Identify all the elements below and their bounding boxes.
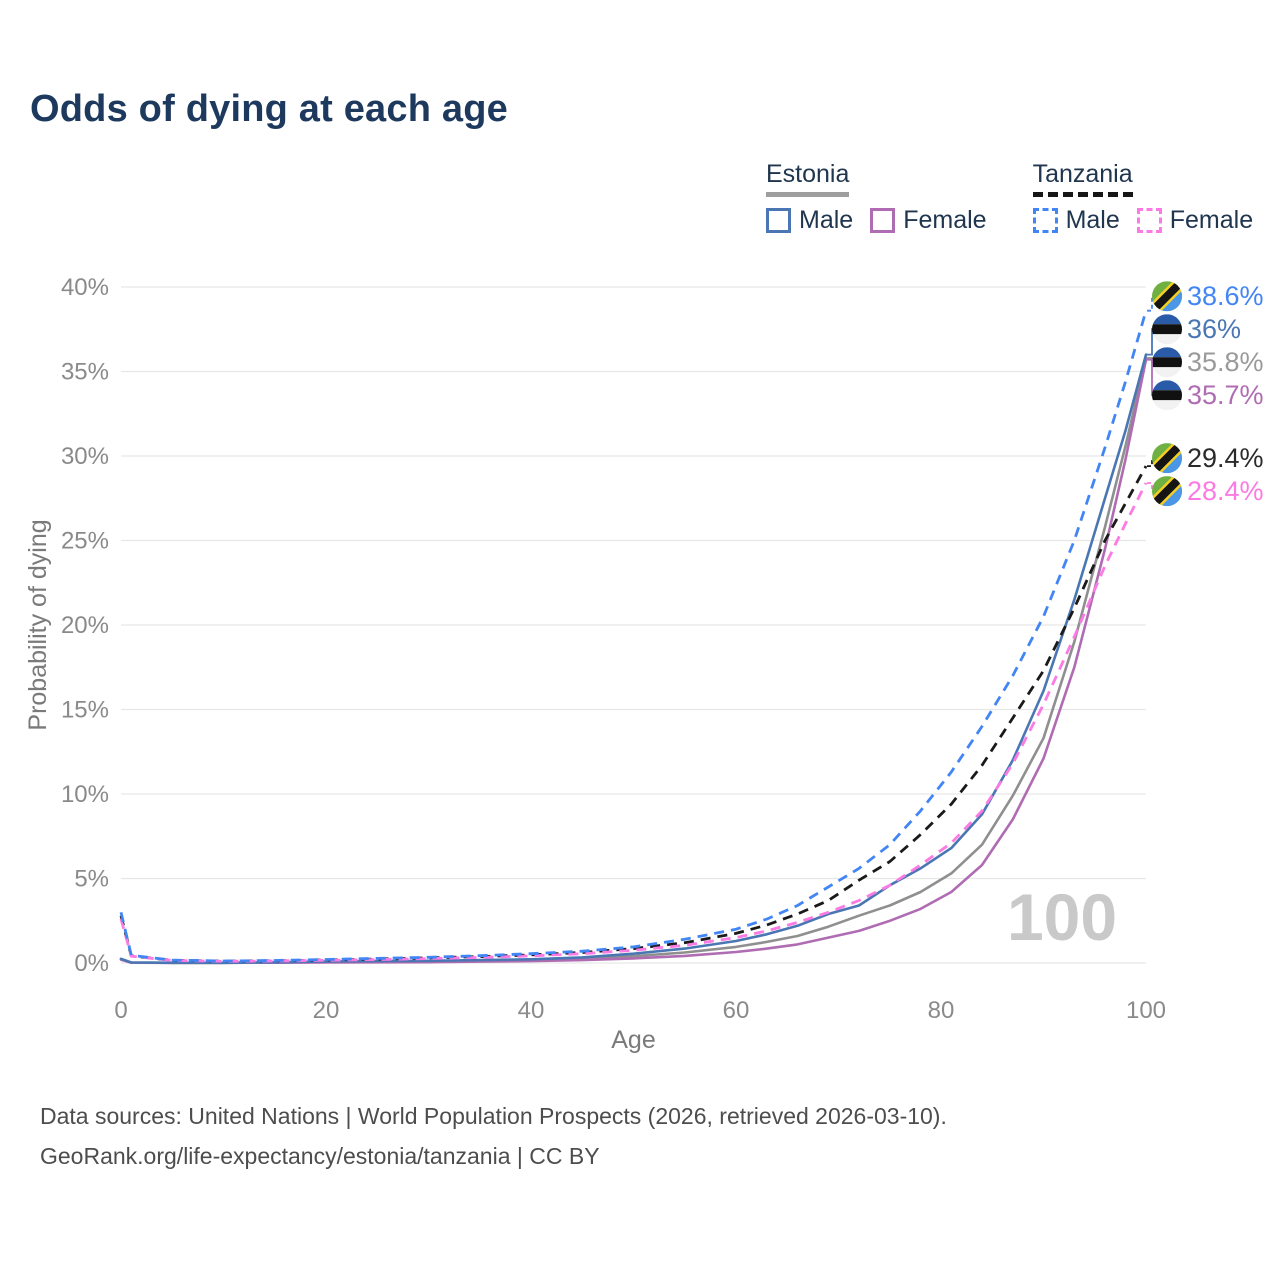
tanzania-flag-icon <box>1152 476 1182 507</box>
tanzania-flag-icon <box>1152 281 1182 312</box>
series-line-estonia-both-sexes[interactable] <box>119 356 1148 965</box>
footer: Data sources: United Nations | World Pop… <box>40 1096 947 1176</box>
end-labels: 38.6%36%35.8%35.7% 29.4%28.4% <box>1147 281 1264 507</box>
tanzania-flag-icon <box>1152 443 1182 474</box>
legend: Estonia Male Female Tanzania Male <box>766 160 1253 235</box>
legend-items-estonia: Male Female <box>766 206 987 235</box>
chart-title: Odds of dying at each age <box>30 88 508 130</box>
y-tick-label: 20% <box>61 612 109 639</box>
x-tick-label: 80 <box>928 997 955 1024</box>
end-label-estonia-both-sexes: 35.8% <box>1147 347 1264 378</box>
x-tick-label: 40 <box>518 997 545 1024</box>
legend-country-estonia[interactable]: Estonia <box>766 160 850 197</box>
legend-label: Female <box>1169 206 1254 234</box>
tanzania-male-swatch-icon <box>1032 208 1058 233</box>
end-label-value: 35.8% <box>1187 347 1264 377</box>
x-tick-label: 60 <box>723 997 750 1024</box>
estonia-flag-icon <box>1152 347 1182 378</box>
tanzania-female-swatch-icon <box>1136 208 1162 233</box>
estonia-flag-icon <box>1152 314 1182 345</box>
y-tick-label: 35% <box>61 359 109 386</box>
y-axis-title: Probability of dying <box>24 519 52 730</box>
series-lines <box>119 310 1148 965</box>
y-tick-label: 40% <box>61 274 109 301</box>
series-line-tanzania-female[interactable] <box>119 482 1148 963</box>
series-line-estonia-female[interactable] <box>119 358 1148 965</box>
legend-item-tanzania-male[interactable]: Male <box>1032 206 1120 235</box>
end-label-tanzania-female: 28.4% <box>1147 476 1264 507</box>
series-line-tanzania-male[interactable] <box>119 310 1148 963</box>
legend-group-estonia: Estonia Male Female <box>766 160 987 235</box>
x-tick-label: 0 <box>114 997 127 1024</box>
end-label-value: 29.4% <box>1187 443 1264 473</box>
footer-attribution-line: GeoRank.org/life-expectancy/estonia/tanz… <box>40 1143 600 1169</box>
estonia-female-swatch-icon <box>870 208 896 233</box>
y-tick-label: 25% <box>61 528 109 555</box>
line-chart[interactable]: 0% 5% 10% 15% 20% 25% 30% 35% 40% 0 20 40 60 80 100 Age… <box>0 0 1280 1080</box>
y-tick-label: 30% <box>61 443 109 470</box>
x-tick-label: 20 <box>313 997 340 1024</box>
y-tick-label: 10% <box>61 781 109 808</box>
end-label-value: 28.4% <box>1187 476 1264 506</box>
legend-item-estonia-male[interactable]: Male <box>766 206 853 235</box>
legend-item-tanzania-female[interactable]: Female <box>1136 206 1254 235</box>
legend-items-tanzania: Male Female <box>1032 206 1254 235</box>
end-label-estonia-male: 36% <box>1147 314 1241 356</box>
footer-sources-line: Data sources: United Nations | World Pop… <box>40 1103 947 1129</box>
axis-labels: 0% 5% 10% 15% 20% 25% 30% 35% 40% 0 20 40 60 80 100 Age… <box>24 274 1166 1054</box>
x-axis-title: Age <box>611 1026 655 1054</box>
y-tick-label: 15% <box>61 697 109 724</box>
estonia-male-swatch-icon <box>766 208 791 233</box>
estonia-flag-icon <box>1152 380 1182 411</box>
legend-item-estonia-female[interactable]: Female <box>870 206 987 235</box>
legend-country-tanzania[interactable]: Tanzania <box>1032 160 1133 197</box>
legend-label: Male <box>799 206 854 234</box>
end-label-tanzania-male: 38.6% <box>1147 281 1264 312</box>
x-tick-label: 100 <box>1126 997 1166 1024</box>
gridlines <box>121 286 1146 964</box>
y-tick-label: 0% <box>74 950 109 977</box>
end-label-value: 35.7% <box>1187 380 1264 410</box>
end-label-value: 38.6% <box>1187 281 1264 311</box>
end-label-tanzania-both-sexes: 29.4% <box>1147 443 1264 474</box>
series-line-estonia-male[interactable] <box>119 353 1148 965</box>
y-tick-label: 5% <box>74 866 109 893</box>
legend-label: Male <box>1065 206 1120 234</box>
age-watermark: 100 <box>1007 880 1117 954</box>
end-label-estonia-female: 35.7% <box>1147 358 1264 411</box>
current-age-watermark: 100 <box>1007 880 1117 954</box>
end-label-value: 36% <box>1187 314 1241 344</box>
legend-label: Female <box>903 206 987 234</box>
legend-group-tanzania: Tanzania Male Female <box>1032 160 1254 235</box>
